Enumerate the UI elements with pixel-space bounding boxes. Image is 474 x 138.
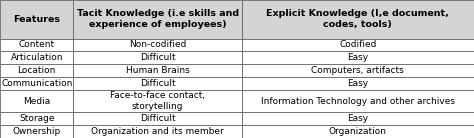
Text: Easy: Easy xyxy=(347,114,368,123)
Text: Human Brains: Human Brains xyxy=(126,66,190,75)
Bar xyxy=(0,90,73,112)
Bar xyxy=(242,39,474,51)
Text: Computers, artifacts: Computers, artifacts xyxy=(311,66,404,75)
Bar xyxy=(0,64,73,77)
Bar xyxy=(73,112,242,125)
Text: Location: Location xyxy=(18,66,56,75)
Text: Easy: Easy xyxy=(347,53,368,62)
Text: Communication: Communication xyxy=(1,79,73,88)
Bar xyxy=(0,125,73,138)
Bar xyxy=(73,125,242,138)
Text: Codified: Codified xyxy=(339,40,376,49)
Text: Easy: Easy xyxy=(347,79,368,88)
Text: Face-to-face contact,
storytelling: Face-to-face contact, storytelling xyxy=(110,91,205,111)
Bar xyxy=(73,64,242,77)
Text: Information Technology and other archives: Information Technology and other archive… xyxy=(261,97,455,106)
Text: Storage: Storage xyxy=(19,114,55,123)
Text: Tacit Knowledge (i.e skills and
experience of employees): Tacit Knowledge (i.e skills and experien… xyxy=(76,9,239,29)
Bar xyxy=(73,0,242,39)
Bar xyxy=(0,77,73,90)
Bar xyxy=(242,112,474,125)
Bar xyxy=(73,90,242,112)
Text: Difficult: Difficult xyxy=(140,114,175,123)
Bar xyxy=(242,77,474,90)
Bar xyxy=(0,51,73,64)
Text: Organization and its member: Organization and its member xyxy=(91,127,224,136)
Text: Features: Features xyxy=(13,15,60,24)
Text: Ownership: Ownership xyxy=(13,127,61,136)
Text: Difficult: Difficult xyxy=(140,53,175,62)
Bar xyxy=(73,77,242,90)
Text: Articulation: Articulation xyxy=(10,53,63,62)
Bar xyxy=(73,51,242,64)
Bar xyxy=(242,90,474,112)
Text: Content: Content xyxy=(18,40,55,49)
Text: Difficult: Difficult xyxy=(140,79,175,88)
Bar xyxy=(242,51,474,64)
Bar xyxy=(242,125,474,138)
Text: Non-codified: Non-codified xyxy=(129,40,186,49)
Text: Organization: Organization xyxy=(329,127,387,136)
Bar xyxy=(242,64,474,77)
Text: Media: Media xyxy=(23,97,50,106)
Bar xyxy=(0,0,73,39)
Text: Explicit Knowledge (I,e document,
codes, tools): Explicit Knowledge (I,e document, codes,… xyxy=(266,9,449,29)
Bar xyxy=(242,0,474,39)
Bar xyxy=(73,39,242,51)
Bar xyxy=(0,112,73,125)
Bar xyxy=(0,39,73,51)
